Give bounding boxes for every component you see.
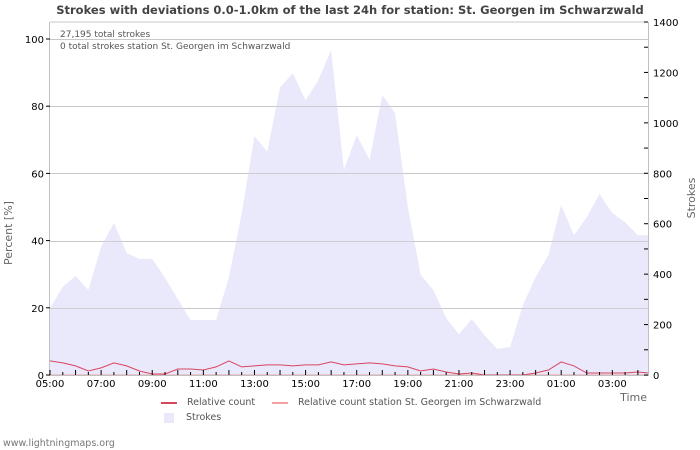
right-axis-tick-label: 800	[653, 169, 672, 180]
left-axis-tick-label: 100	[25, 35, 44, 46]
x-axis-tick-label: 19:00	[393, 379, 422, 390]
legend-relative-count: Relative count	[161, 397, 255, 408]
relative-count-line	[49, 360, 649, 376]
right-axis-tick-label: 1000	[653, 119, 678, 130]
left-axis-tick-label: 40	[31, 237, 44, 248]
chart-title: Strokes with deviations 0.0-1.0km of the…	[56, 3, 644, 17]
left-axis-tick-label: 80	[31, 102, 44, 113]
x-axis-tick-label: 09:00	[138, 379, 167, 390]
x-axis-tick-label: 13:00	[240, 379, 269, 390]
legend-strokes: Strokes	[161, 412, 221, 423]
right-axis-tick-label: 0	[653, 371, 659, 382]
x-axis-tick-label: 11:00	[189, 379, 218, 390]
x-axis-tick-label: 21:00	[445, 379, 474, 390]
axes: 020406080100020040060080010001200140005:…	[25, 18, 679, 390]
legend-label: Strokes	[186, 412, 222, 423]
total-strokes-info: 27,195 total strokes	[60, 30, 151, 40]
legend-relative-count-station: Relative count station St. Georgen im Sc…	[272, 397, 541, 408]
legend-area-swatch	[164, 412, 174, 423]
right-axis-tick-label: 1400	[653, 18, 678, 29]
legend-line-swatch	[272, 401, 288, 404]
left-axis-tick-label: 60	[31, 169, 44, 180]
right-axis-tick-label: 400	[653, 270, 672, 281]
right-axis-title: Strokes	[685, 177, 698, 218]
x-axis-title: Time	[619, 391, 647, 404]
legend-line-swatch	[161, 401, 177, 404]
x-axis-tick-label: 17:00	[342, 379, 371, 390]
left-axis-tick-label: 0	[38, 371, 44, 382]
legend-label: Relative count	[187, 397, 256, 408]
legend-label: Relative count station St. Georgen im Sc…	[298, 397, 542, 408]
strokes-area-series	[50, 50, 648, 375]
x-axis-tick-label: 03:00	[598, 379, 627, 390]
right-axis-tick-label: 200	[653, 321, 672, 332]
left-axis-title: Percent [%]	[2, 201, 15, 265]
x-axis-tick-label: 23:00	[496, 379, 525, 390]
right-axis-tick-label: 600	[653, 220, 672, 231]
left-axis-tick-label: 20	[31, 304, 44, 315]
station-strokes-info: 0 total strokes station St. Georgen im S…	[60, 42, 291, 52]
site-credit: www.lightningmaps.org	[3, 438, 115, 449]
x-axis-tick-label: 05:00	[36, 379, 65, 390]
x-axis-tick-label: 01:00	[547, 379, 576, 390]
x-axis-tick-label: 15:00	[291, 379, 320, 390]
x-axis-tick-label: 07:00	[87, 379, 116, 390]
right-axis-tick-label: 1200	[653, 68, 678, 79]
